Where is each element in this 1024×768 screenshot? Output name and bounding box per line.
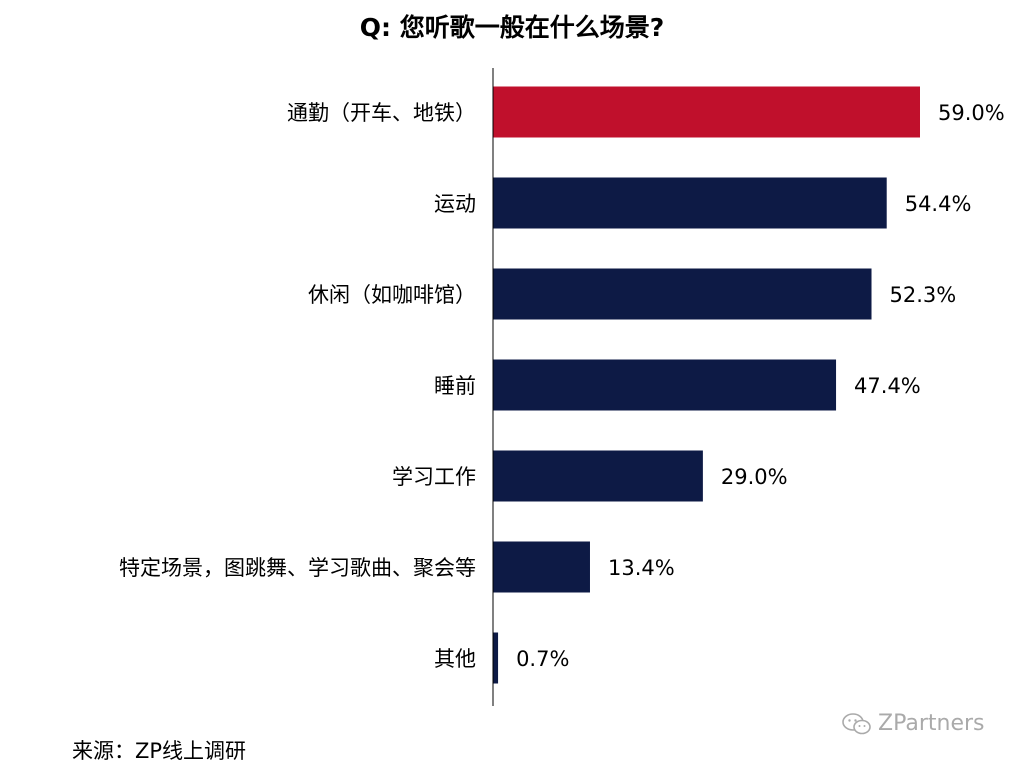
value-label-2: 52.3%: [890, 283, 957, 307]
category-label-2: 休闲（如咖啡馆）: [308, 283, 476, 307]
category-label-5: 特定场景，图跳舞、学习歌曲、聚会等: [119, 556, 476, 580]
category-label-1: 运动: [434, 192, 476, 216]
value-label-1: 54.4%: [905, 192, 972, 216]
bar-3: [493, 359, 837, 411]
bar-2: [493, 268, 872, 320]
value-label-4: 29.0%: [721, 465, 788, 489]
bar-0: [493, 86, 920, 138]
bars-group: [493, 86, 920, 684]
value-label-0: 59.0%: [938, 101, 1005, 125]
category-label-6: 其他: [434, 647, 476, 671]
value-label-6: 0.7%: [516, 647, 569, 671]
watermark-text: ZPartners: [878, 711, 985, 736]
value-label-5: 13.4%: [608, 556, 675, 580]
bar-6: [493, 632, 499, 684]
value-labels-group: 59.0% 54.4% 52.3% 47.4% 29.0% 13.4% 0.7%: [516, 101, 1005, 671]
chart-title: Q: 您听歌一般在什么场景?: [359, 13, 665, 42]
wechat-icon: [842, 712, 871, 734]
bar-4: [493, 450, 703, 502]
bar-5: [493, 541, 590, 593]
source-note: 来源：ZP线上调研: [72, 739, 247, 763]
value-label-3: 47.4%: [854, 374, 921, 398]
watermark: ZPartners: [842, 711, 985, 736]
category-label-0: 通勤（开车、地铁）: [287, 101, 476, 125]
category-label-4: 学习工作: [392, 465, 476, 489]
category-label-3: 睡前: [434, 374, 476, 398]
bar-1: [493, 177, 887, 229]
